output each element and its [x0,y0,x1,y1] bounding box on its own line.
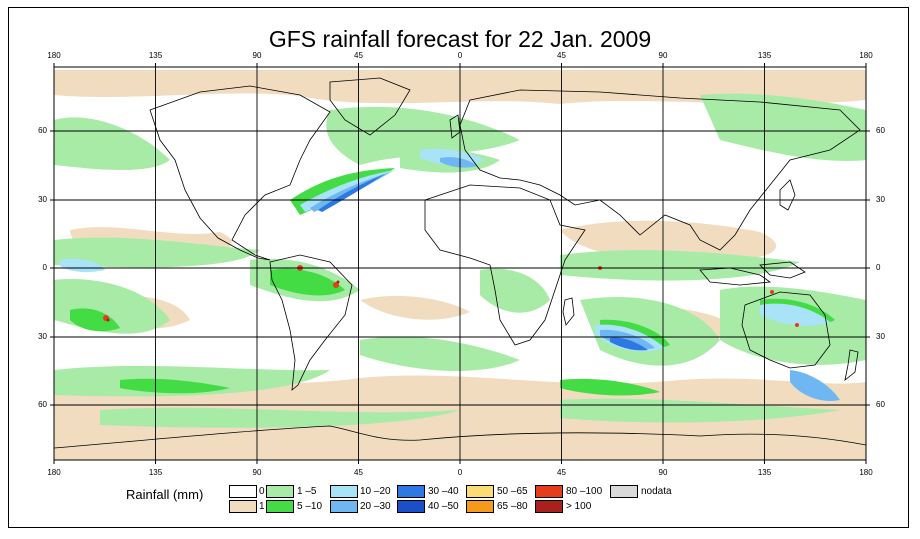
legend-swatch [466,500,494,513]
map-title: GFS rainfall forecast for 22 Jan. 2009 [268,26,652,52]
legend-swatch [229,500,257,513]
legend-swatch [535,500,563,513]
legend-label: 50 –65 [497,486,528,497]
lon-tick-top: 45 [354,51,363,60]
figure-frame [8,7,909,528]
lon-tick-bottom: 45 [354,468,363,477]
lon-tick-top: 180 [47,51,61,60]
lat-tick-left: 60 [38,400,47,409]
lat-tick-left: 30 [38,195,47,204]
lon-tick-bottom: 0 [457,468,463,477]
legend-label: 30 –40 [428,486,459,497]
lon-tick-top: 0 [457,51,463,60]
legend-label: 0 [259,486,265,497]
legend-label: 10 –20 [360,486,391,497]
lon-tick-bottom: 135 [148,468,163,477]
legend-label: > 100 [566,501,592,512]
legend-swatch [466,485,494,498]
lat-tick-right: 60 [876,126,885,135]
lon-tick-top: 90 [658,51,668,60]
lon-tick-bottom: 90 [252,468,262,477]
lon-tick-top: 135 [148,51,163,60]
lon-tick-bottom: 180 [47,468,61,477]
legend-swatch [330,500,358,513]
lon-tick-bottom: 90 [658,468,668,477]
lon-tick-bottom: 180 [859,468,873,477]
legend-swatch [535,485,563,498]
legend-swatch [266,485,294,498]
lon-tick-top: 135 [757,51,772,60]
legend-label: nodata [641,486,672,497]
graticule [54,67,866,460]
legend-swatch [229,485,257,498]
legend-swatch [266,500,294,513]
legend-title: Rainfall (mm) [126,487,204,502]
lon-tick-top: 45 [557,51,566,60]
legend-label: 80 –100 [566,486,603,497]
lat-tick-right: 60 [876,400,885,409]
legend-label: 65 –80 [497,501,528,512]
lon-tick-bottom: 135 [757,468,772,477]
lat-tick-right: 30 [876,195,885,204]
lon-tick-top: 180 [859,51,873,60]
legend-swatch [330,485,358,498]
lon-tick-bottom: 45 [557,468,566,477]
lat-tick-right: 30 [876,332,885,341]
legend-label: 1 [259,501,265,512]
lat-tick-left: 60 [38,126,47,135]
legend-swatch [397,500,425,513]
lon-tick-top: 90 [252,51,262,60]
legend-swatch [610,485,638,498]
legend-label: 5 –10 [297,501,323,512]
legend-swatch [397,485,425,498]
legend-label: 1 –5 [297,486,317,497]
legend-label: 40 –50 [428,501,459,512]
lat-tick-left: 0 [42,263,47,272]
legend-label: 20 –30 [360,501,391,512]
lat-tick-left: 30 [38,332,47,341]
lat-tick-right: 0 [876,263,881,272]
